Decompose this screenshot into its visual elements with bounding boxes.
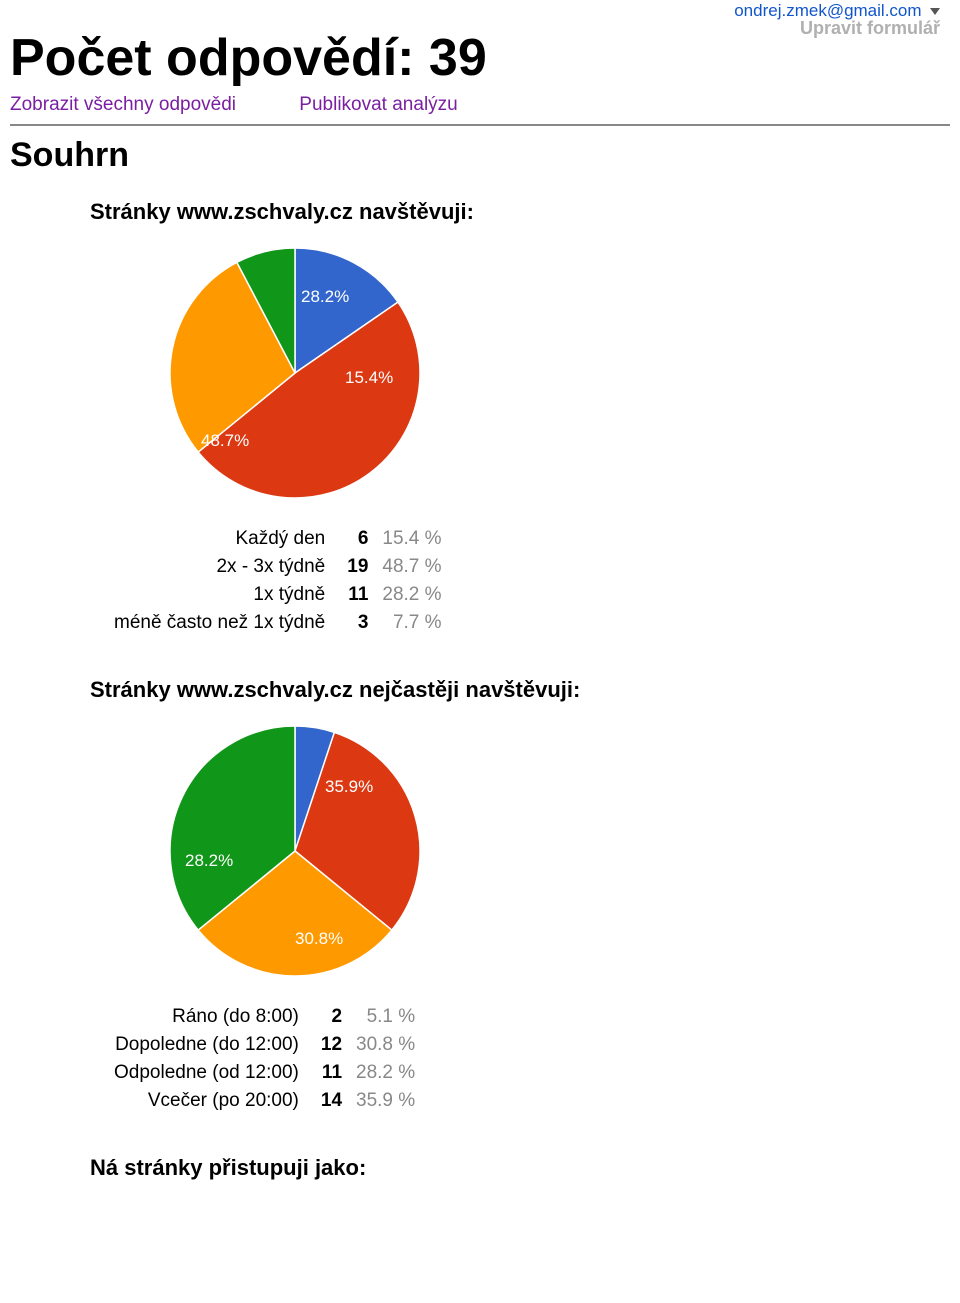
row-count: 11 <box>311 1059 352 1087</box>
pie-slice-label: 15.4% <box>345 368 393 388</box>
row-count: 2 <box>311 1003 352 1031</box>
question-title: Stránky www.zschvaly.cz navštěvuji: <box>90 199 960 225</box>
pie-slice-label: 48.7% <box>201 431 249 451</box>
row-label: Každý den <box>110 525 337 553</box>
row-label: 2x - 3x týdně <box>110 553 337 581</box>
pie-slice-label: 28.2% <box>185 851 233 871</box>
divider <box>10 124 950 126</box>
edit-form-link[interactable]: Upravit formulář <box>734 19 940 39</box>
data-table-2: Ráno (do 8:00)25.1 %Dopoledne (do 12:00)… <box>110 1003 419 1115</box>
pie-chart-1: 28.2% 48.7% 15.4% <box>165 243 425 503</box>
pie-slice-label: 28.2% <box>301 287 349 307</box>
question-block-1: Stránky www.zschvaly.cz navštěvuji: 28.2… <box>90 199 960 637</box>
summary-heading: Souhrn <box>10 136 960 175</box>
question-block-2: Stránky www.zschvaly.cz nejčastěji navšt… <box>90 677 960 1115</box>
table-row: Ráno (do 8:00)25.1 % <box>110 1003 419 1031</box>
row-percent: 7.7 % <box>378 609 445 637</box>
row-percent: 28.2 % <box>378 581 445 609</box>
row-label: 1x týdně <box>110 581 337 609</box>
table-row: méně často než 1x týdně37.7 % <box>110 609 446 637</box>
table-row: Odpoledne (od 12:00)1128.2 % <box>110 1059 419 1087</box>
row-label: Vcečer (po 20:00) <box>110 1087 311 1115</box>
pie-slice-label: 35.9% <box>325 777 373 797</box>
row-count: 3 <box>337 609 378 637</box>
row-label: Odpoledne (od 12:00) <box>110 1059 311 1087</box>
row-count: 12 <box>311 1031 352 1059</box>
row-percent: 48.7 % <box>378 553 445 581</box>
publish-analysis-link[interactable]: Publikovat analýzu <box>299 94 457 115</box>
question-block-3: Ná stránky přistupuji jako: <box>90 1155 960 1181</box>
row-label: méně často než 1x týdně <box>110 609 337 637</box>
row-label: Dopoledne (do 12:00) <box>110 1031 311 1059</box>
row-count: 19 <box>337 553 378 581</box>
action-links: Zobrazit všechny odpovědi Publikovat ana… <box>10 94 960 116</box>
data-table-1: Každý den615.4 %2x - 3x týdně1948.7 %1x … <box>110 525 446 637</box>
show-all-responses-link[interactable]: Zobrazit všechny odpovědi <box>10 94 236 115</box>
question-title: Ná stránky přistupuji jako: <box>90 1155 960 1181</box>
question-title: Stránky www.zschvaly.cz nejčastěji navšt… <box>90 677 960 703</box>
table-row: Každý den615.4 % <box>110 525 446 553</box>
header-user-area: ondrej.zmek@gmail.com Upravit formulář <box>734 2 940 38</box>
row-percent: 28.2 % <box>352 1059 419 1087</box>
row-count: 11 <box>337 581 378 609</box>
row-percent: 5.1 % <box>352 1003 419 1031</box>
pie-chart-2: 35.9% 28.2% 30.8% <box>165 721 425 981</box>
row-percent: 30.8 % <box>352 1031 419 1059</box>
table-row: Vcečer (po 20:00)1435.9 % <box>110 1087 419 1115</box>
row-label: Ráno (do 8:00) <box>110 1003 311 1031</box>
table-row: 1x týdně1128.2 % <box>110 581 446 609</box>
chevron-down-icon[interactable] <box>930 8 940 15</box>
row-percent: 35.9 % <box>352 1087 419 1115</box>
row-count: 6 <box>337 525 378 553</box>
table-row: Dopoledne (do 12:00)1230.8 % <box>110 1031 419 1059</box>
row-percent: 15.4 % <box>378 525 445 553</box>
pie-slice-label: 30.8% <box>295 929 343 949</box>
row-count: 14 <box>311 1087 352 1115</box>
table-row: 2x - 3x týdně1948.7 % <box>110 553 446 581</box>
